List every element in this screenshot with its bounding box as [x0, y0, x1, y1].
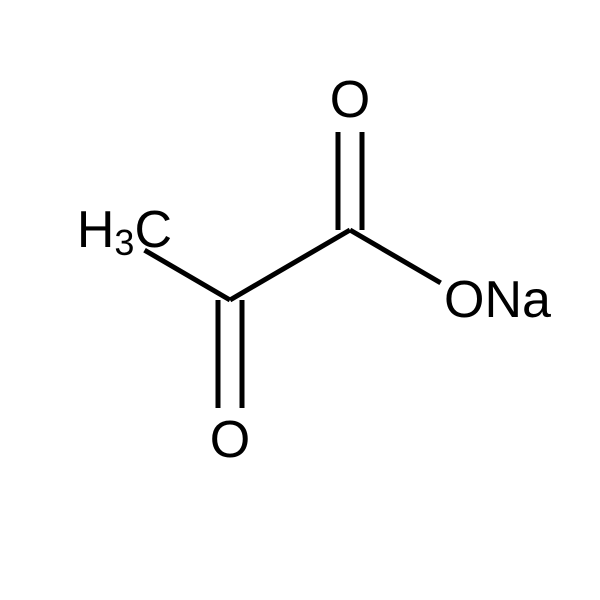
chemical-structure-diagram: H3C O O ONa	[0, 0, 600, 600]
atom-label-ONa: ONa	[444, 271, 551, 329]
atom-label-O2: O	[210, 411, 250, 469]
atom-label-CH3: H3C	[77, 201, 172, 263]
atom-label-O3: O	[330, 71, 370, 129]
